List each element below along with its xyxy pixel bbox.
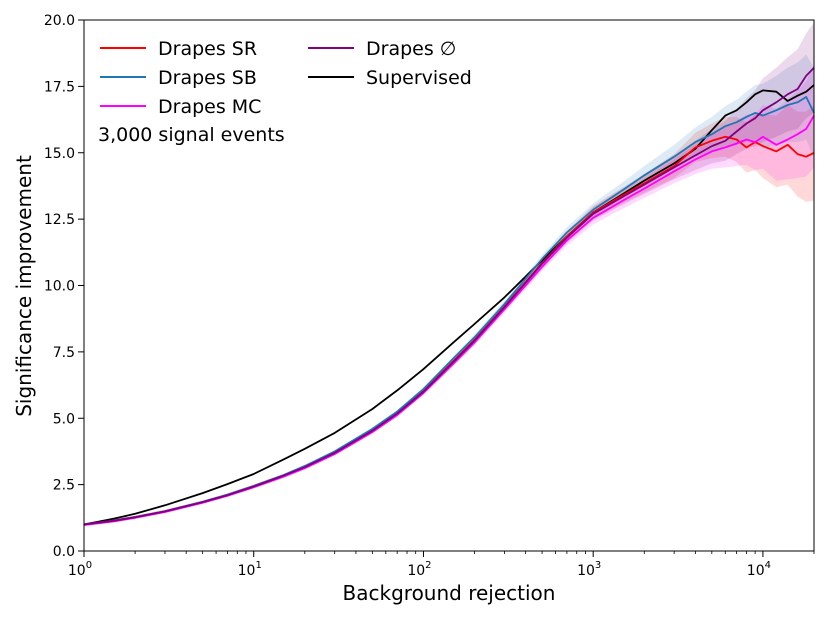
annotation-signal-events: 3,000 signal events — [98, 124, 285, 146]
legend-label-supervised: Supervised — [366, 67, 472, 89]
x-tick-label: 104 — [747, 560, 771, 579]
y-tick-label: 17.5 — [44, 79, 75, 95]
legend-label-drapes-mc: Drapes MC — [158, 96, 261, 118]
x-tick-label: 100 — [68, 560, 92, 579]
y-tick-label: 15.0 — [44, 146, 75, 162]
x-axis-ticks: 100 101 102 103 104 — [68, 551, 814, 579]
y-axis-ticks: 0.0 2.5 5.0 7.5 10.0 12.5 15.0 17.5 20.0 — [44, 13, 84, 560]
legend-label-drapes-sb: Drapes SB — [158, 67, 257, 89]
x-axis-label: Background rejection — [343, 581, 556, 605]
y-tick-label: 10.0 — [44, 279, 75, 295]
y-axis-label: Significance improvement — [12, 155, 36, 417]
line-drapes-sr-0 — [84, 137, 814, 525]
y-tick-label: 20.0 — [44, 13, 75, 29]
line-drapes-mc-2 — [84, 116, 814, 525]
y-tick-label: 2.5 — [53, 478, 75, 494]
x-tick-label: 103 — [577, 560, 601, 579]
y-tick-label: 5.0 — [53, 411, 75, 427]
x-tick-label: 101 — [238, 560, 262, 579]
chart: 100 101 102 103 104 0.0 2.5 5.0 7.5 10.0 12.5 15.0… — [0, 0, 830, 623]
y-tick-label: 12.5 — [44, 212, 75, 228]
y-tick-label: 7.5 — [53, 345, 75, 361]
y-tick-label: 0.0 — [53, 544, 75, 560]
legend: Drapes SR Drapes SB Drapes MC Drapes ∅ Super… — [100, 38, 472, 118]
legend-label-drapes-sr: Drapes SR — [158, 38, 257, 60]
x-tick-label: 102 — [407, 560, 431, 579]
legend-label-drapes-null: Drapes ∅ — [366, 38, 456, 60]
